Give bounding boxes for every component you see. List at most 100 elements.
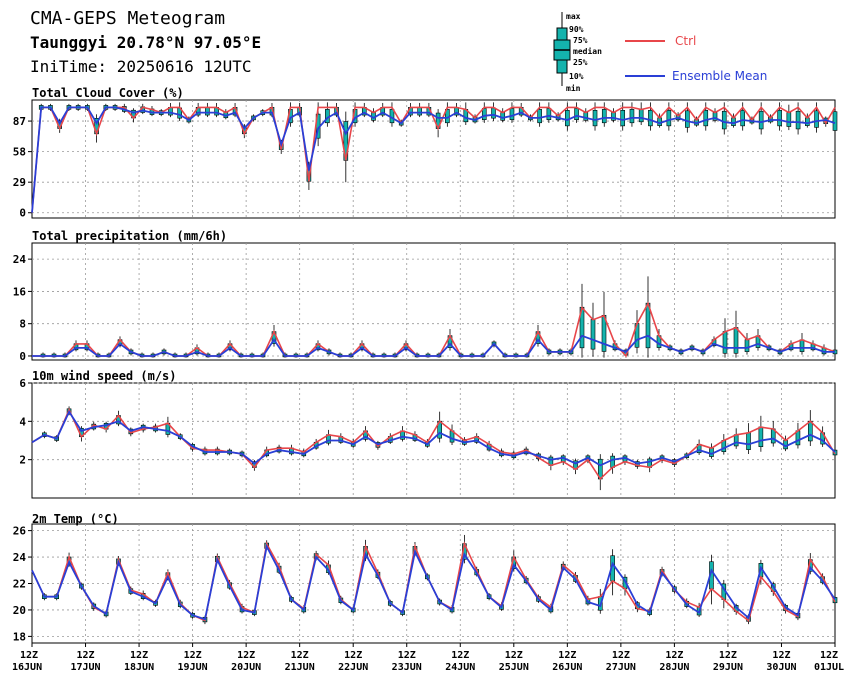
x-tick-label-time: 12Z bbox=[130, 650, 148, 661]
ensemble-box bbox=[733, 327, 739, 354]
ensemble-box bbox=[620, 110, 626, 127]
x-tick-label-date: 23JUN bbox=[392, 662, 422, 673]
x-tick-label-date: 24JUN bbox=[445, 662, 475, 673]
ensemble-box bbox=[590, 319, 596, 350]
x-tick-label-date: 01JUL bbox=[814, 662, 844, 673]
legend-mean-label: Ensemble Mean bbox=[672, 69, 767, 83]
y-tick-label: 29 bbox=[13, 176, 26, 189]
x-tick-label-time: 12Z bbox=[612, 650, 630, 661]
x-tick-label-date: 27JUN bbox=[606, 662, 636, 673]
y-tick-label: 20 bbox=[13, 604, 26, 617]
y-tick-label: 2 bbox=[19, 454, 26, 467]
ensemble-mean-line bbox=[32, 334, 835, 357]
ctrl-line bbox=[31, 541, 836, 622]
x-tick-label-time: 12Z bbox=[451, 650, 469, 661]
ensemble-box bbox=[610, 455, 615, 468]
ensemble-box bbox=[786, 112, 792, 127]
x-axis: 12Z16JUN12Z17JUN12Z18JUN12Z19JUN12Z20JUN… bbox=[12, 643, 844, 673]
x-tick-label-date: 29JUN bbox=[713, 662, 743, 673]
ensemble-box bbox=[417, 107, 422, 116]
y-tick-label: 6 bbox=[19, 377, 26, 390]
panel-1: 0 8 16 24 Total precipitation (mm/6h) bbox=[13, 229, 838, 363]
y-tick-label: 4 bbox=[19, 415, 26, 428]
ensemble-box bbox=[666, 110, 672, 127]
location-label: Taunggyi 20.78°N 97.05°E bbox=[30, 33, 262, 52]
ensemble-box bbox=[491, 107, 496, 119]
y-tick-label: 24 bbox=[13, 551, 27, 564]
panel-3: 18 20 22 24 26 2m Temp (°C) bbox=[13, 512, 838, 644]
ensemble-box bbox=[574, 108, 579, 120]
x-tick-label-date: 20JUN bbox=[231, 662, 261, 673]
ensemble-box bbox=[565, 110, 570, 127]
y-tick-label: 87 bbox=[13, 115, 26, 128]
x-tick-label-date: 22JUN bbox=[338, 662, 368, 673]
x-tick-label-time: 12Z bbox=[820, 650, 838, 661]
x-tick-label-date: 19JUN bbox=[178, 662, 208, 673]
x-tick-label-date: 16JUN bbox=[12, 662, 42, 673]
ensemble-box bbox=[733, 434, 739, 447]
x-tick-label-time: 12Z bbox=[291, 650, 309, 661]
ensemble-box bbox=[611, 112, 616, 121]
y-tick-label: 0 bbox=[19, 207, 26, 220]
y-tick-label: 8 bbox=[19, 318, 26, 331]
y-tick-label: 26 bbox=[13, 525, 27, 538]
ensemble-mean-line bbox=[31, 409, 836, 467]
x-tick-label-date: 18JUN bbox=[124, 662, 154, 673]
ensemble-box bbox=[814, 110, 819, 128]
ensemble-box bbox=[629, 109, 635, 124]
ensemble-box bbox=[648, 110, 653, 127]
panel-frame bbox=[31, 99, 836, 219]
y-tick-label: 16 bbox=[13, 285, 27, 298]
panel-title: 10m wind speed (m/s) bbox=[32, 369, 177, 383]
panel-title: Total precipitation (mm/6h) bbox=[32, 229, 227, 243]
x-tick-label-time: 12Z bbox=[237, 650, 255, 661]
ensemble-box bbox=[746, 432, 751, 450]
ensemble-box bbox=[685, 110, 690, 128]
legend-ctrl-label: Ctrl bbox=[675, 34, 696, 48]
legend: max 90% 75% median 25% 10% min Ctrl Ense… bbox=[553, 12, 767, 93]
ensemble-box bbox=[638, 109, 644, 123]
ensemble-box bbox=[799, 339, 805, 352]
x-tick-label-date: 17JUN bbox=[70, 662, 100, 673]
y-tick-label: 58 bbox=[13, 146, 26, 159]
y-tick-label: 22 bbox=[13, 578, 26, 591]
legend-label-p25: 25% bbox=[573, 58, 588, 67]
x-tick-label-time: 12Z bbox=[772, 650, 790, 661]
x-tick-label-time: 12Z bbox=[505, 650, 523, 661]
x-tick-label-time: 12Z bbox=[558, 650, 576, 661]
legend-label-p10: 10% bbox=[569, 72, 584, 81]
ensemble-mean-line bbox=[31, 543, 836, 621]
ensemble-box bbox=[740, 110, 746, 127]
x-tick-label-date: 25JUN bbox=[499, 662, 529, 673]
ensemble-box bbox=[832, 111, 838, 131]
y-tick-label: 24 bbox=[13, 253, 27, 266]
ensemble-box bbox=[601, 109, 607, 124]
ensemble-box bbox=[509, 108, 515, 120]
ensemble-box bbox=[537, 109, 542, 124]
init-time-label: IniTime: 20250616 12UTC bbox=[30, 57, 252, 76]
ensemble-box bbox=[795, 110, 801, 130]
ctrl-line bbox=[32, 301, 836, 358]
x-tick-label-time: 12Z bbox=[344, 650, 362, 661]
ensemble-box bbox=[205, 107, 210, 116]
panel-frame bbox=[31, 242, 836, 361]
ensemble-box bbox=[722, 331, 728, 354]
x-tick-label-date: 30JUN bbox=[766, 662, 796, 673]
panel-title: Total Cloud Cover (%) bbox=[32, 86, 184, 100]
x-tick-label-time: 12Z bbox=[20, 650, 38, 661]
legend-label-p75: 75% bbox=[573, 36, 588, 45]
ensemble-box bbox=[583, 112, 589, 121]
ensemble-mean-line bbox=[31, 106, 836, 213]
chart-title: CMA-GEPS Meteogram bbox=[30, 8, 226, 29]
ctrl-line bbox=[31, 106, 836, 213]
x-tick-label-time: 12Z bbox=[719, 650, 737, 661]
x-tick-label-time: 12Z bbox=[398, 650, 416, 661]
y-tick-label: 0 bbox=[19, 350, 26, 363]
ensemble-box bbox=[343, 121, 349, 161]
y-tick-label: 18 bbox=[13, 630, 26, 643]
ensemble-box bbox=[592, 110, 598, 127]
ctrl-line bbox=[31, 407, 836, 481]
legend-label-max: max bbox=[566, 12, 581, 21]
ensemble-box bbox=[758, 426, 764, 447]
